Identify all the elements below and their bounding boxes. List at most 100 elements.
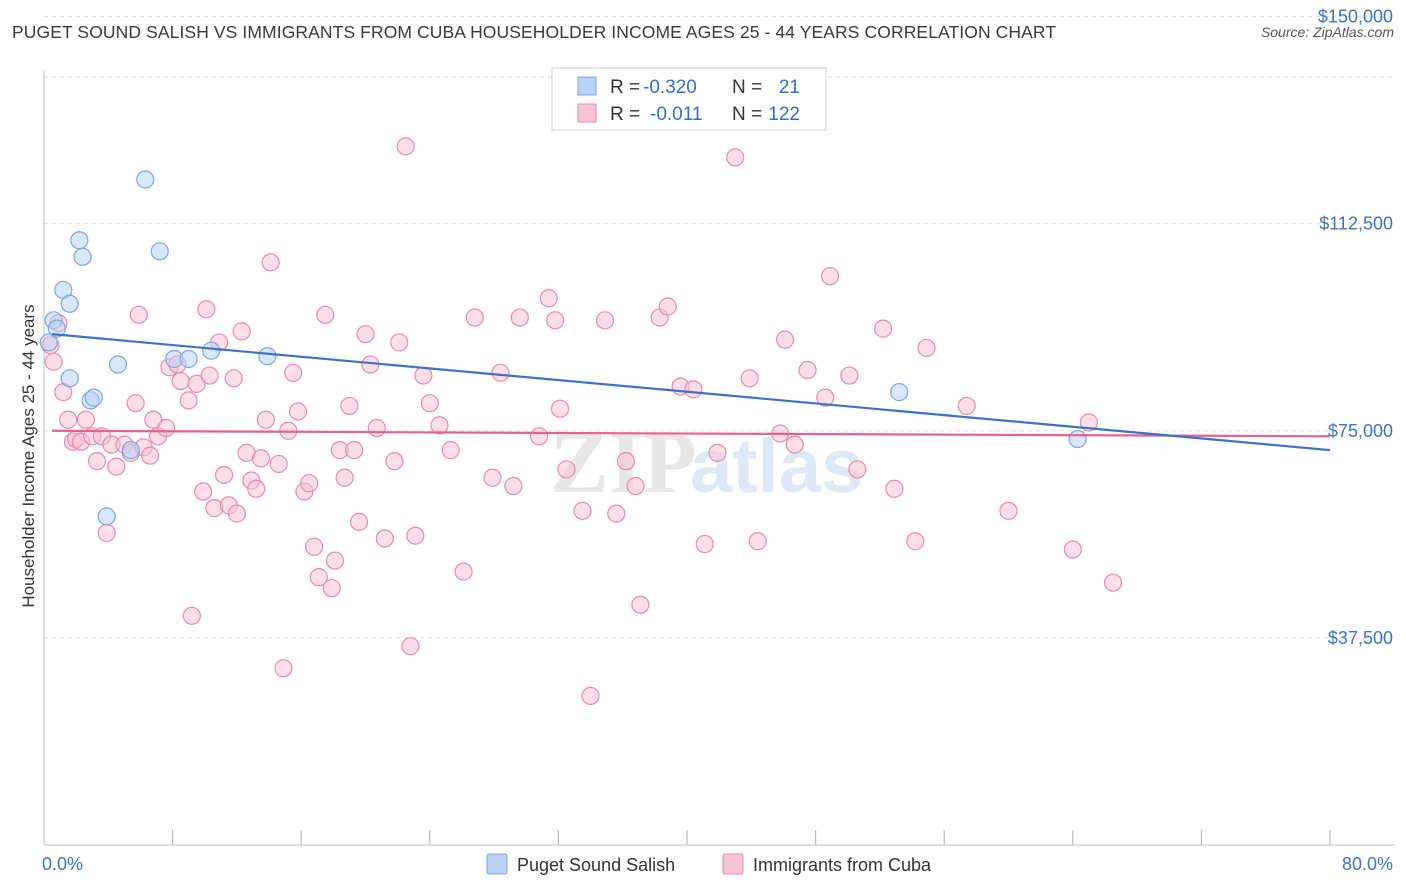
- scatter-point: [345, 441, 364, 460]
- scatter-point: [194, 482, 213, 501]
- scatter-point: [626, 476, 645, 496]
- legend-r-value-1: -0.320: [643, 77, 697, 98]
- scatter-point: [906, 532, 925, 551]
- scatter-point: [820, 267, 840, 286]
- y-tick-label: $37,500: [1328, 628, 1393, 648]
- scatter-point: [227, 504, 246, 523]
- scatter-point: [595, 311, 615, 330]
- scatter-point: [491, 363, 510, 382]
- x-tick-label-max: 80.0%: [1342, 854, 1393, 874]
- scatter-point: [557, 460, 576, 479]
- scatter-point: [465, 308, 484, 327]
- y-tick-label: $112,500: [1319, 214, 1393, 234]
- scatter-point: [406, 526, 425, 545]
- series-legend: Puget Sound Salish Immigrants from Cuba: [486, 853, 932, 875]
- bottom-legend-swatch-pink: [722, 853, 744, 875]
- scatter-point: [420, 394, 439, 413]
- scatter-point: [202, 341, 221, 360]
- scatter-point: [816, 388, 835, 407]
- scatter-point: [97, 507, 116, 526]
- y-axis-label: Householder Income Ages 25 - 44 years: [19, 304, 38, 607]
- scatter-point: [87, 452, 107, 471]
- scatter-point: [874, 319, 893, 338]
- scatter-point: [251, 449, 271, 468]
- scatter-point: [126, 394, 145, 413]
- scatter-point: [288, 402, 308, 421]
- legend-r-label-1: R =: [610, 77, 640, 98]
- scatter-point: [775, 330, 795, 349]
- series-immigrants-from-cuba: [41, 137, 1123, 705]
- scatter-point: [573, 501, 592, 520]
- legend-swatch-pink: [577, 103, 597, 123]
- scatter-point: [200, 366, 219, 385]
- scatter-point: [171, 371, 190, 391]
- x-tick-label-min: 0.0%: [42, 854, 83, 874]
- scatter-point: [309, 568, 328, 587]
- scatter-point: [726, 148, 745, 167]
- chart-title: PUGET SOUND SALISH VS IMMIGRANTS FROM CU…: [12, 22, 1057, 42]
- scatter-point: [708, 443, 727, 462]
- scatter-point: [197, 300, 216, 319]
- scatter-point: [483, 468, 502, 487]
- scatter-point: [140, 446, 160, 465]
- bottom-legend-label-pink: Immigrants from Cuba: [753, 855, 932, 875]
- scatter-point: [261, 253, 280, 272]
- scatter-point: [59, 410, 78, 429]
- trend-line-immigrants-from-cuba: [52, 429, 1331, 438]
- scatter-point: [274, 659, 293, 678]
- scatter-point: [454, 562, 473, 581]
- scatter-point: [917, 338, 936, 358]
- scatter-point: [414, 366, 433, 385]
- scatter-point: [616, 452, 636, 471]
- scatter-point: [695, 534, 714, 554]
- scatter-point: [396, 137, 415, 156]
- scatter-point: [785, 435, 804, 454]
- scatter-point: [546, 311, 565, 330]
- y-tick-label: $150,000: [1318, 7, 1393, 27]
- scatter-point: [848, 460, 867, 479]
- scatter-point: [740, 369, 759, 388]
- scatter-point: [157, 418, 176, 438]
- scatter-point: [144, 410, 163, 429]
- scatter-point: [798, 360, 817, 380]
- scatter-point: [187, 374, 206, 393]
- scatter-point: [300, 474, 319, 493]
- scatter-point: [179, 349, 198, 369]
- scatter-point: [1063, 540, 1082, 559]
- scatter-point: [530, 427, 549, 446]
- scatter-point: [607, 504, 626, 523]
- scatter-point: [390, 333, 409, 352]
- scatter-point: [60, 294, 79, 313]
- scatter-point: [1103, 573, 1123, 592]
- scatter-point: [401, 637, 420, 656]
- scatter-point: [84, 388, 103, 407]
- scatter-point: [550, 399, 570, 418]
- scatter-point: [349, 512, 369, 532]
- scatter-point: [430, 416, 449, 435]
- scatter-point: [356, 325, 375, 344]
- scatter-point: [885, 479, 904, 498]
- scatter-point: [224, 369, 243, 388]
- scatter-point: [284, 363, 303, 382]
- legend-swatch-blue: [577, 76, 597, 96]
- scatter-point: [510, 308, 529, 327]
- scatter-point: [890, 383, 909, 402]
- scatter-point: [247, 479, 266, 498]
- trend-line-puget-sound-salish: [51, 333, 1331, 452]
- scatter-point: [182, 606, 201, 625]
- legend-n-label-2: N =: [732, 104, 762, 125]
- scatter-point: [840, 366, 859, 385]
- y-tick-labels: $37,500 $75,000 $112,500 $150,000: [1318, 7, 1393, 648]
- scatter-point: [60, 369, 79, 388]
- scatter-point: [108, 355, 128, 374]
- scatter-point: [325, 551, 345, 570]
- scatter-point: [658, 297, 677, 316]
- scatter-point: [107, 457, 126, 476]
- scatter-point: [214, 465, 234, 485]
- scatter-point: [76, 410, 95, 429]
- y-tick-label: $75,000: [1328, 421, 1393, 441]
- scatter-point: [179, 391, 198, 410]
- legend-r-value-2: -0.011: [650, 104, 702, 125]
- legend-n-value-1: 21: [779, 77, 800, 98]
- scatter-point: [504, 476, 523, 496]
